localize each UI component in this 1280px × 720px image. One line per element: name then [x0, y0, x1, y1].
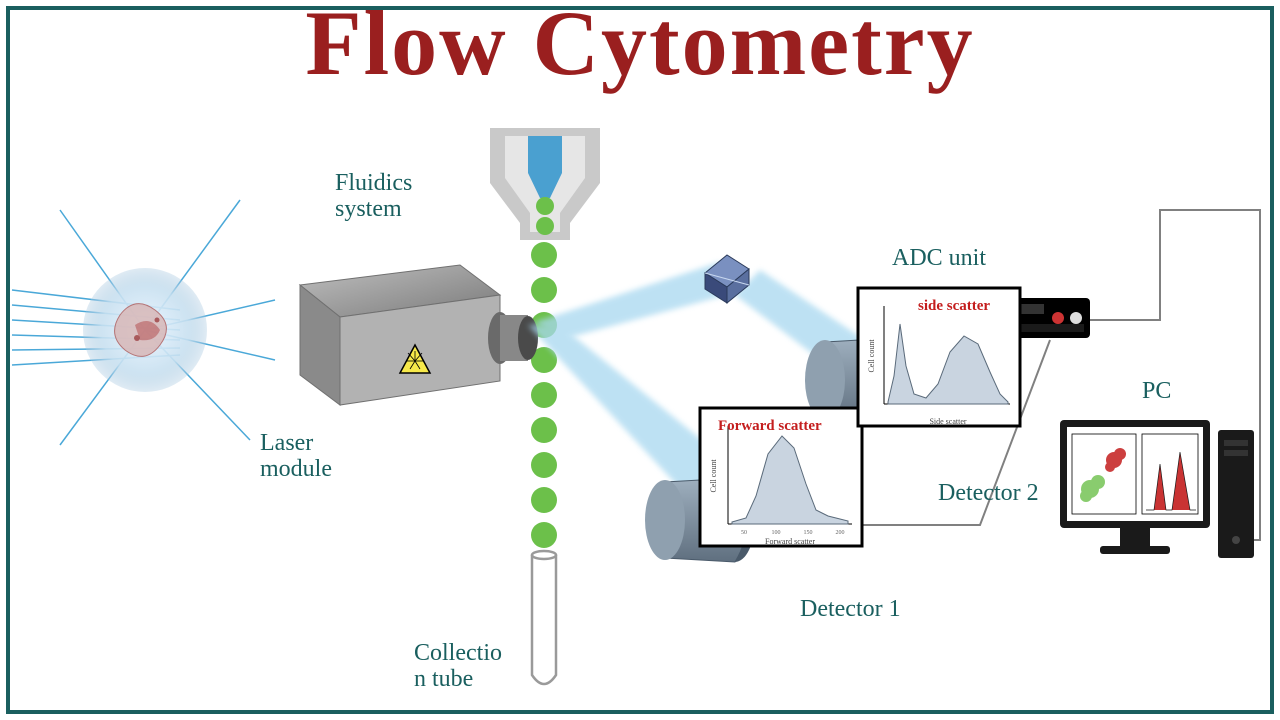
svg-text:50: 50 [741, 530, 747, 536]
label-fluidics: Fluidicssystem [335, 170, 412, 223]
cell-drops [531, 242, 557, 548]
svg-text:100: 100 [772, 530, 781, 536]
svg-text:Cell count: Cell count [867, 339, 876, 373]
page-title: Flow Cytometry [0, 0, 1280, 96]
svg-text:200: 200 [836, 530, 845, 536]
label-pc: PC [1142, 378, 1171, 404]
laser-module [300, 265, 538, 405]
svg-text:Side scatter: Side scatter [929, 417, 966, 426]
fluidics-nozzle [490, 128, 600, 240]
label-detector2: Detector 2 [938, 480, 1039, 506]
label-collection: Collection tube [414, 640, 502, 693]
label-side-scatter: side scatter [918, 298, 990, 315]
label-adc: ADC unit [892, 245, 986, 271]
label-detector1: Detector 1 [800, 596, 901, 622]
collection-tube [532, 551, 556, 684]
label-forward-scatter: Forward scatter [718, 418, 822, 435]
label-laser: Lasermodule [260, 430, 332, 483]
svg-text:Forward scatter: Forward scatter [765, 537, 815, 546]
diagram-svg: 50 100 150 200 Forward scatter Cell count S… [0, 0, 1280, 720]
svg-text:Cell count: Cell count [709, 459, 718, 493]
pc [1060, 420, 1254, 558]
svg-text:150: 150 [804, 530, 813, 536]
